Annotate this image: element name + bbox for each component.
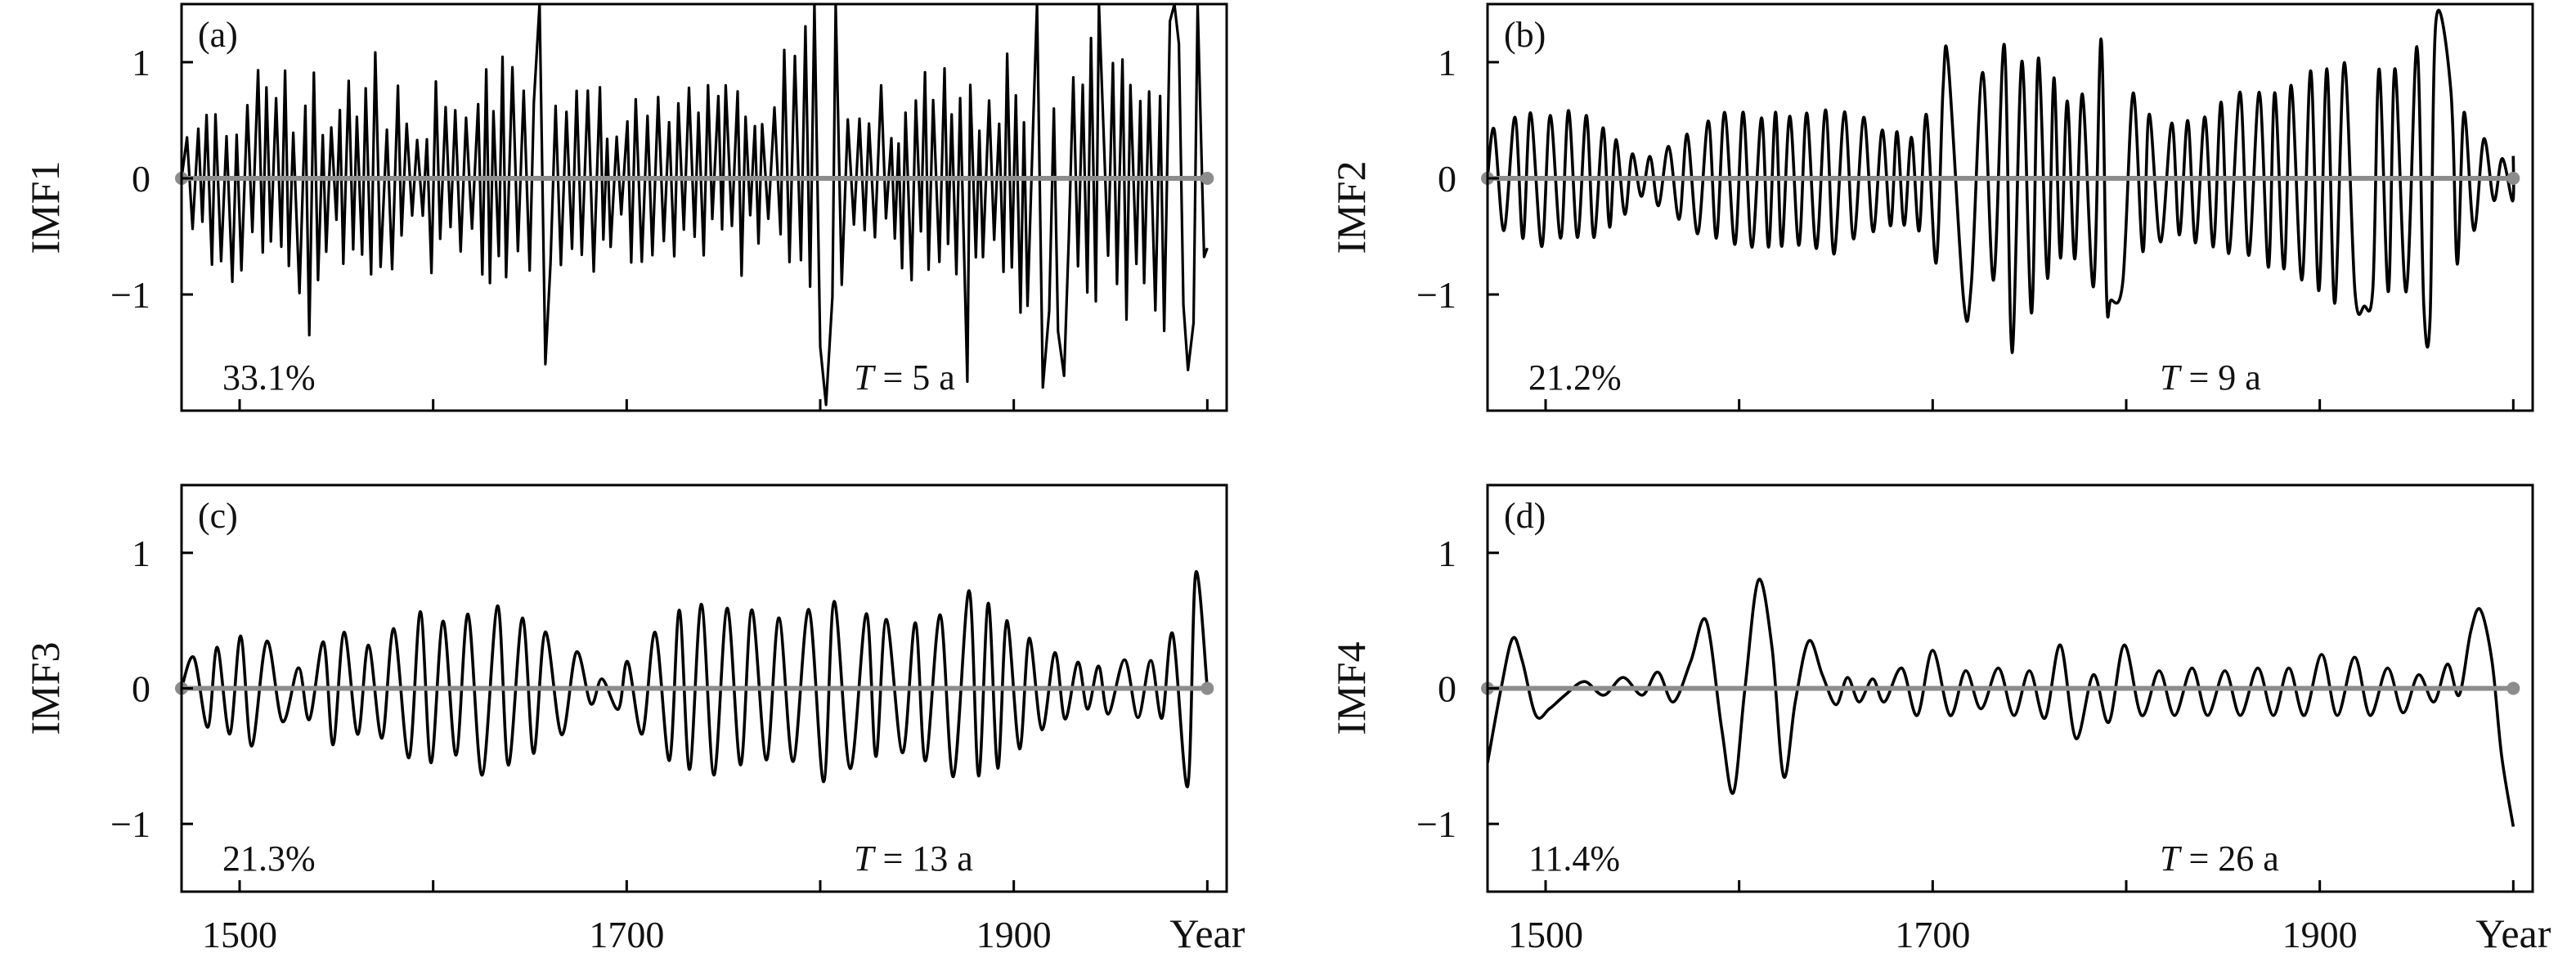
y-axis-label: IMF4 — [1328, 642, 1374, 735]
x-tick-label: 1700 — [1895, 914, 1970, 955]
panel-a: 1 0 −1 IMF1 (a) 33.1% T = 5 a — [22, 2, 1228, 412]
x-tick-label: 1900 — [976, 914, 1052, 955]
period-value: = 9 a — [2179, 357, 2260, 398]
period-annotation: T = 5 a — [854, 357, 955, 398]
zero-line-end-dot — [2506, 172, 2520, 185]
y-tick-label: 1 — [1438, 42, 1456, 83]
y-tick-label: 0 — [1438, 158, 1456, 200]
panel-b: 1 0 −1 IMF2 (b) 21.2% T = 9 a — [1328, 2, 2534, 412]
x-axis-label: Year — [2475, 910, 2551, 956]
period-annotation: T = 13 a — [854, 838, 973, 879]
y-tick-label: −1 — [1416, 803, 1456, 845]
x-tick-label: 1500 — [1508, 914, 1583, 955]
series-line — [182, 569, 1209, 789]
period-annotation: T = 9 a — [2160, 357, 2261, 398]
plot-frame — [1486, 2, 2534, 412]
period-value: = 13 a — [873, 838, 972, 879]
y-tick-label: −1 — [1416, 274, 1456, 316]
period-value: = 26 a — [2179, 838, 2278, 879]
y-tick-label: 1 — [132, 42, 150, 83]
panel-letter: (c) — [198, 496, 238, 536]
variance-percent: 21.2% — [1528, 357, 1622, 398]
period-annotation: T = 26 a — [2160, 838, 2279, 879]
panel-letter: (d) — [1504, 496, 1546, 536]
x-tick-label: 1900 — [2282, 914, 2358, 955]
period-variable: T — [854, 357, 877, 398]
x-tick-label: 1700 — [589, 914, 664, 955]
variance-percent: 11.4% — [1528, 838, 1620, 879]
variance-percent: 33.1% — [222, 357, 316, 398]
y-tick-label: −1 — [110, 274, 150, 316]
panel-d: 1 0 −1 1500 1700 1900 Year IMF4 (d) 11.4% T = 26 a — [1328, 483, 2551, 956]
period-variable: T — [2160, 357, 2183, 398]
y-axis-label: IMF2 — [1328, 161, 1374, 254]
x-tick-label: 1500 — [202, 914, 277, 955]
zero-line-end-dot — [1200, 172, 1214, 185]
y-tick-label: 1 — [132, 533, 150, 574]
x-axis-label: Year — [1169, 910, 1245, 956]
panel-letter: (b) — [1504, 15, 1546, 55]
y-tick-label: 1 — [1438, 533, 1456, 574]
y-tick-label: −1 — [110, 803, 150, 845]
y-axis-label: IMF1 — [22, 161, 68, 254]
plot-frame — [180, 2, 1228, 412]
panel-letter: (a) — [198, 15, 238, 55]
period-value: = 5 a — [873, 357, 954, 398]
zero-line-end-dot — [1200, 681, 1214, 695]
zero-line-end-dot — [2506, 681, 2520, 695]
y-axis-label: IMF3 — [22, 642, 68, 735]
series-line — [1488, 8, 2515, 354]
period-variable: T — [854, 838, 877, 879]
series-line — [182, 4, 1209, 407]
y-tick-label: 0 — [132, 158, 150, 200]
y-tick-label: 0 — [132, 668, 150, 710]
y-tick-label: 0 — [1438, 668, 1456, 710]
series-line — [1488, 578, 2515, 827]
period-variable: T — [2160, 838, 2183, 879]
variance-percent: 21.3% — [222, 838, 316, 879]
panel-c: 1 0 −1 1500 1700 1900 Year IMF3 (c) 21.3% T = 13 a — [22, 483, 1245, 956]
